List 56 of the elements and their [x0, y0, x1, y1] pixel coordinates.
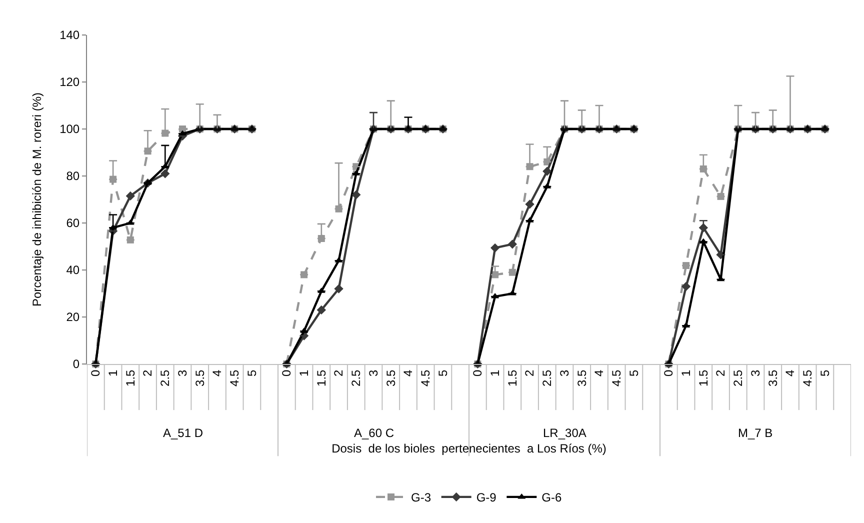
- text: A_51 D: [163, 426, 204, 440]
- x-tick-label: 1: [488, 369, 502, 376]
- text: A_60 C: [354, 426, 394, 440]
- x-tick-label: 2.5: [731, 369, 746, 386]
- x-tick-label: 3: [557, 369, 572, 376]
- x-tick-label: 1: [296, 369, 311, 376]
- x-tick-label: 0: [88, 369, 103, 376]
- x-tick-label: 0: [470, 369, 485, 376]
- y-tick-label: 60: [66, 216, 80, 230]
- x-tick-label: 4: [401, 369, 416, 376]
- x-tick-label: 3.5: [574, 369, 589, 386]
- x-tick-label: 1: [678, 369, 693, 376]
- x-tick-label: 2: [140, 369, 155, 376]
- y-axis-title: Porcentaje de inhibición de M. roreri (%): [30, 92, 44, 307]
- text: LR_30A: [543, 426, 586, 440]
- x-tick-label: 2: [332, 369, 346, 376]
- x-tick-label: 5: [626, 369, 641, 376]
- x-tick-label: 1.5: [505, 369, 520, 386]
- x-tick-label: 1: [106, 369, 120, 376]
- legend-label: G-6: [542, 490, 562, 505]
- x-tick-label: 4.5: [609, 369, 624, 386]
- x-tick-label: 3.5: [384, 369, 398, 386]
- x-tick-label: 4.5: [227, 369, 242, 386]
- x-tick-label: 4.5: [418, 369, 432, 386]
- text: M_7 B: [738, 426, 773, 440]
- y-tick-label: 140: [60, 28, 80, 42]
- x-tick-label: 1.5: [123, 369, 138, 386]
- x-tick-label: 3.5: [192, 369, 207, 386]
- x-tick-label: 5: [818, 369, 832, 376]
- y-tick-label: 120: [60, 75, 80, 90]
- legend-label: G-9: [476, 490, 497, 505]
- x-tick-label: 3.5: [766, 369, 780, 386]
- x-tick-label: 3: [748, 369, 762, 376]
- x-tick-label: 4: [210, 369, 224, 376]
- x-tick-label: 2.5: [349, 369, 364, 386]
- y-tick-label: 20: [66, 310, 80, 324]
- x-tick-label: 1.5: [696, 369, 710, 386]
- x-tick-label: 0: [662, 369, 676, 376]
- legend-label: G-3: [411, 490, 432, 505]
- y-tick-label: 40: [66, 263, 80, 278]
- x-tick-label: 5: [436, 369, 450, 376]
- x-tick-label: 1.5: [314, 369, 328, 386]
- x-tick-label: 3: [175, 369, 190, 376]
- x-tick-label: 2: [522, 369, 537, 376]
- x-axis-title: Dosis de los bioles pertenecientes a Los Ríos (%): [332, 441, 606, 456]
- x-tick-label: 2.5: [158, 369, 172, 386]
- x-tick-label: 0: [280, 369, 294, 376]
- x-tick-label: 2.5: [540, 369, 554, 386]
- x-tick-label: 4: [783, 369, 798, 376]
- y-tick-label: 100: [60, 122, 80, 136]
- x-tick-label: 3: [366, 369, 380, 376]
- y-tick-label: 80: [66, 169, 80, 184]
- x-tick-label: 5: [244, 369, 259, 376]
- x-tick-label: 2: [714, 369, 728, 376]
- x-tick-label: 4: [592, 369, 606, 376]
- x-tick-label: 4.5: [800, 369, 814, 386]
